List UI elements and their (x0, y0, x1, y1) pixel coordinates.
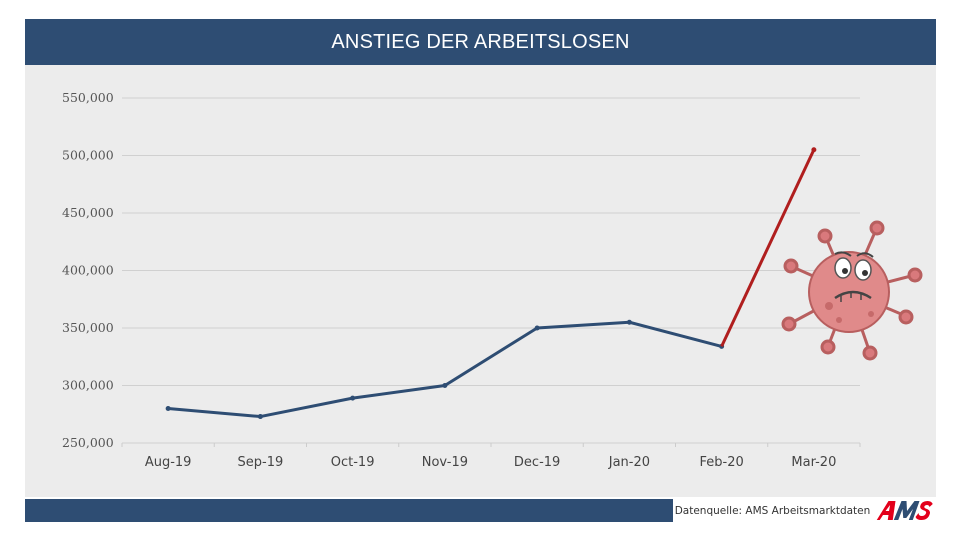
data-points (165, 147, 817, 420)
x-tick-label: Jan-20 (608, 455, 650, 470)
plot-area (25, 65, 936, 497)
x-tick-label: Nov-19 (422, 455, 468, 470)
y-tick-label: 400,000 (62, 263, 114, 278)
x-axis-ticks: Aug-19 Sep-19 Oct-19 Nov-19 Dec-19 Jan-20 Feb-… (145, 455, 837, 470)
x-tick-label: Mar-20 (791, 455, 836, 470)
chart-title: ANSTIEG DER ARBEITSLOSEN (331, 30, 630, 53)
gridlines (121, 97, 861, 447)
y-tick-label: 250,000 (62, 435, 114, 450)
march-spike-line (720, 149, 816, 348)
data-point (626, 319, 632, 325)
x-tick-label: Dec-19 (514, 455, 560, 470)
x-tick-label: Feb-20 (700, 455, 744, 470)
y-tick-label: 550,000 (62, 90, 114, 105)
ams-logo-icon (876, 501, 933, 520)
x-tick-label: Aug-19 (145, 455, 192, 470)
y-axis-ticks: 550,000 500,000 450,000 400,000 350,000 300,0… (62, 90, 114, 450)
x-tick-label: Sep-19 (238, 455, 284, 470)
sad-virus-icon (781, 220, 923, 361)
ams-logo (872, 499, 936, 522)
unemployment-line (167, 320, 723, 419)
y-tick-label: 350,000 (62, 320, 114, 335)
y-tick-label: 500,000 (62, 148, 114, 163)
data-point (257, 414, 263, 420)
y-tick-label: 450,000 (62, 205, 114, 220)
x-tick-label: Oct-19 (331, 455, 375, 470)
chart-title-bar: ANSTIEG DER ARBEITSLOSEN (25, 19, 936, 65)
data-point (534, 325, 540, 331)
y-tick-label: 300,000 (62, 378, 114, 393)
data-point (165, 406, 171, 411)
data-source-note: Datenquelle: AMS Arbeitsmarktdaten (673, 499, 872, 522)
data-point (442, 383, 448, 388)
data-point (350, 395, 356, 401)
